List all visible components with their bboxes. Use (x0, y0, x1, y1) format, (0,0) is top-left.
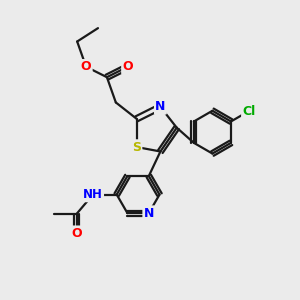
Text: NH: NH (83, 188, 103, 201)
Text: O: O (81, 60, 92, 73)
Text: S: S (132, 140, 141, 154)
Text: N: N (144, 207, 154, 220)
Text: N: N (155, 100, 166, 113)
Text: O: O (71, 227, 82, 240)
Text: O: O (122, 60, 133, 73)
Text: Cl: Cl (242, 105, 256, 118)
